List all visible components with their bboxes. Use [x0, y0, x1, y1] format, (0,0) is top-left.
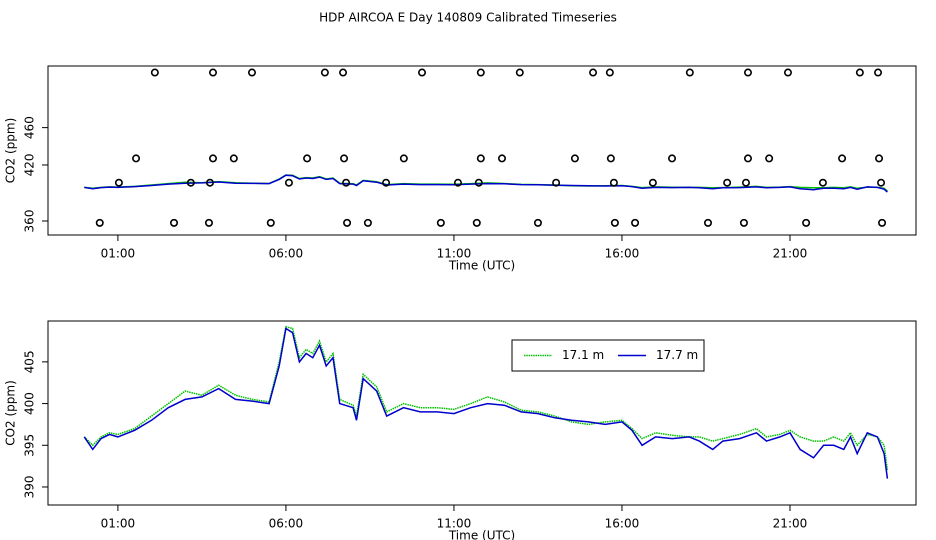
x-tick-label: 01:00 [101, 247, 136, 261]
data-point [515, 68, 524, 77]
data-point [606, 154, 615, 163]
data-point [570, 154, 579, 163]
data-point [765, 154, 774, 163]
data-point [472, 218, 481, 227]
data-point [320, 68, 329, 77]
data-point [132, 154, 141, 163]
data-point [476, 68, 485, 77]
data-point [783, 68, 792, 77]
data-point [339, 68, 348, 77]
data-point [605, 68, 614, 77]
data-point [474, 178, 483, 187]
data-point [874, 68, 883, 77]
data-point [208, 68, 217, 77]
data-point [186, 178, 195, 187]
data-point [552, 178, 561, 187]
data-point [363, 218, 372, 227]
chart-title: HDP AIRCOA E Day 140809 Calibrated Times… [319, 11, 617, 25]
data-point [589, 68, 598, 77]
legend-box [511, 339, 705, 372]
data-point [150, 68, 159, 77]
data-point [685, 68, 694, 77]
data-point [436, 218, 445, 227]
data-point [802, 218, 811, 227]
y-tick-label: 390 [23, 476, 37, 499]
data-point [205, 178, 214, 187]
data-point [723, 178, 732, 187]
y-tick-label: 420 [23, 154, 37, 177]
data-line [83, 325, 889, 471]
data-point [610, 218, 619, 227]
legend-label: 17.7 m [656, 348, 698, 362]
y-axis-label: CO2 (ppm) [4, 118, 18, 184]
data-point [340, 154, 349, 163]
data-point [204, 218, 213, 227]
data-point [382, 178, 391, 187]
data-point [878, 218, 887, 227]
y-tick-label: 400 [23, 392, 37, 415]
data-point [342, 178, 351, 187]
data-point [631, 218, 640, 227]
plot-frame [47, 320, 917, 506]
data-point [208, 154, 217, 163]
x-tick-label: 06:00 [269, 517, 304, 531]
data-point [247, 68, 256, 77]
data-point [648, 178, 657, 187]
data-point [609, 178, 618, 187]
data-point [266, 218, 275, 227]
x-tick-label: 11:00 [437, 517, 472, 531]
data-point [838, 154, 847, 163]
data-point [743, 68, 752, 77]
data-point [95, 218, 104, 227]
y-tick-label: 360 [23, 210, 37, 233]
y-tick-label: 460 [23, 116, 37, 139]
plot-frame [47, 65, 917, 236]
data-point [741, 178, 750, 187]
data-point [303, 154, 312, 163]
y-tick-label: 395 [23, 434, 37, 457]
data-point [703, 218, 712, 227]
x-tick-label: 01:00 [101, 517, 136, 531]
data-point [343, 218, 352, 227]
legend-label: 17.1 m [562, 348, 604, 362]
data-point [533, 218, 542, 227]
data-point [114, 178, 123, 187]
data-point [497, 154, 506, 163]
x-tick-label: 16:00 [605, 247, 640, 261]
x-axis-label: Time (UTC) [448, 259, 515, 273]
data-point [668, 154, 677, 163]
data-point [855, 68, 864, 77]
x-tick-label: 06:00 [269, 247, 304, 261]
data-point [739, 218, 748, 227]
x-tick-label: 16:00 [605, 517, 640, 531]
y-axis-label: CO2 (ppm) [4, 380, 18, 446]
y-tick-label: 405 [23, 350, 37, 373]
data-point [453, 178, 462, 187]
data-point [877, 178, 886, 187]
data-point [743, 154, 752, 163]
data-line [83, 327, 889, 479]
data-point [399, 154, 408, 163]
x-tick-label: 11:00 [437, 247, 472, 261]
data-point [476, 154, 485, 163]
x-tick-label: 21:00 [773, 247, 808, 261]
data-point [818, 178, 827, 187]
x-axis-label: Time (UTC) [448, 529, 515, 540]
data-point [418, 68, 427, 77]
data-line [84, 174, 888, 193]
x-tick-label: 21:00 [773, 517, 808, 531]
data-point [170, 218, 179, 227]
data-point [229, 154, 238, 163]
data-point [875, 154, 884, 163]
data-point [284, 178, 293, 187]
